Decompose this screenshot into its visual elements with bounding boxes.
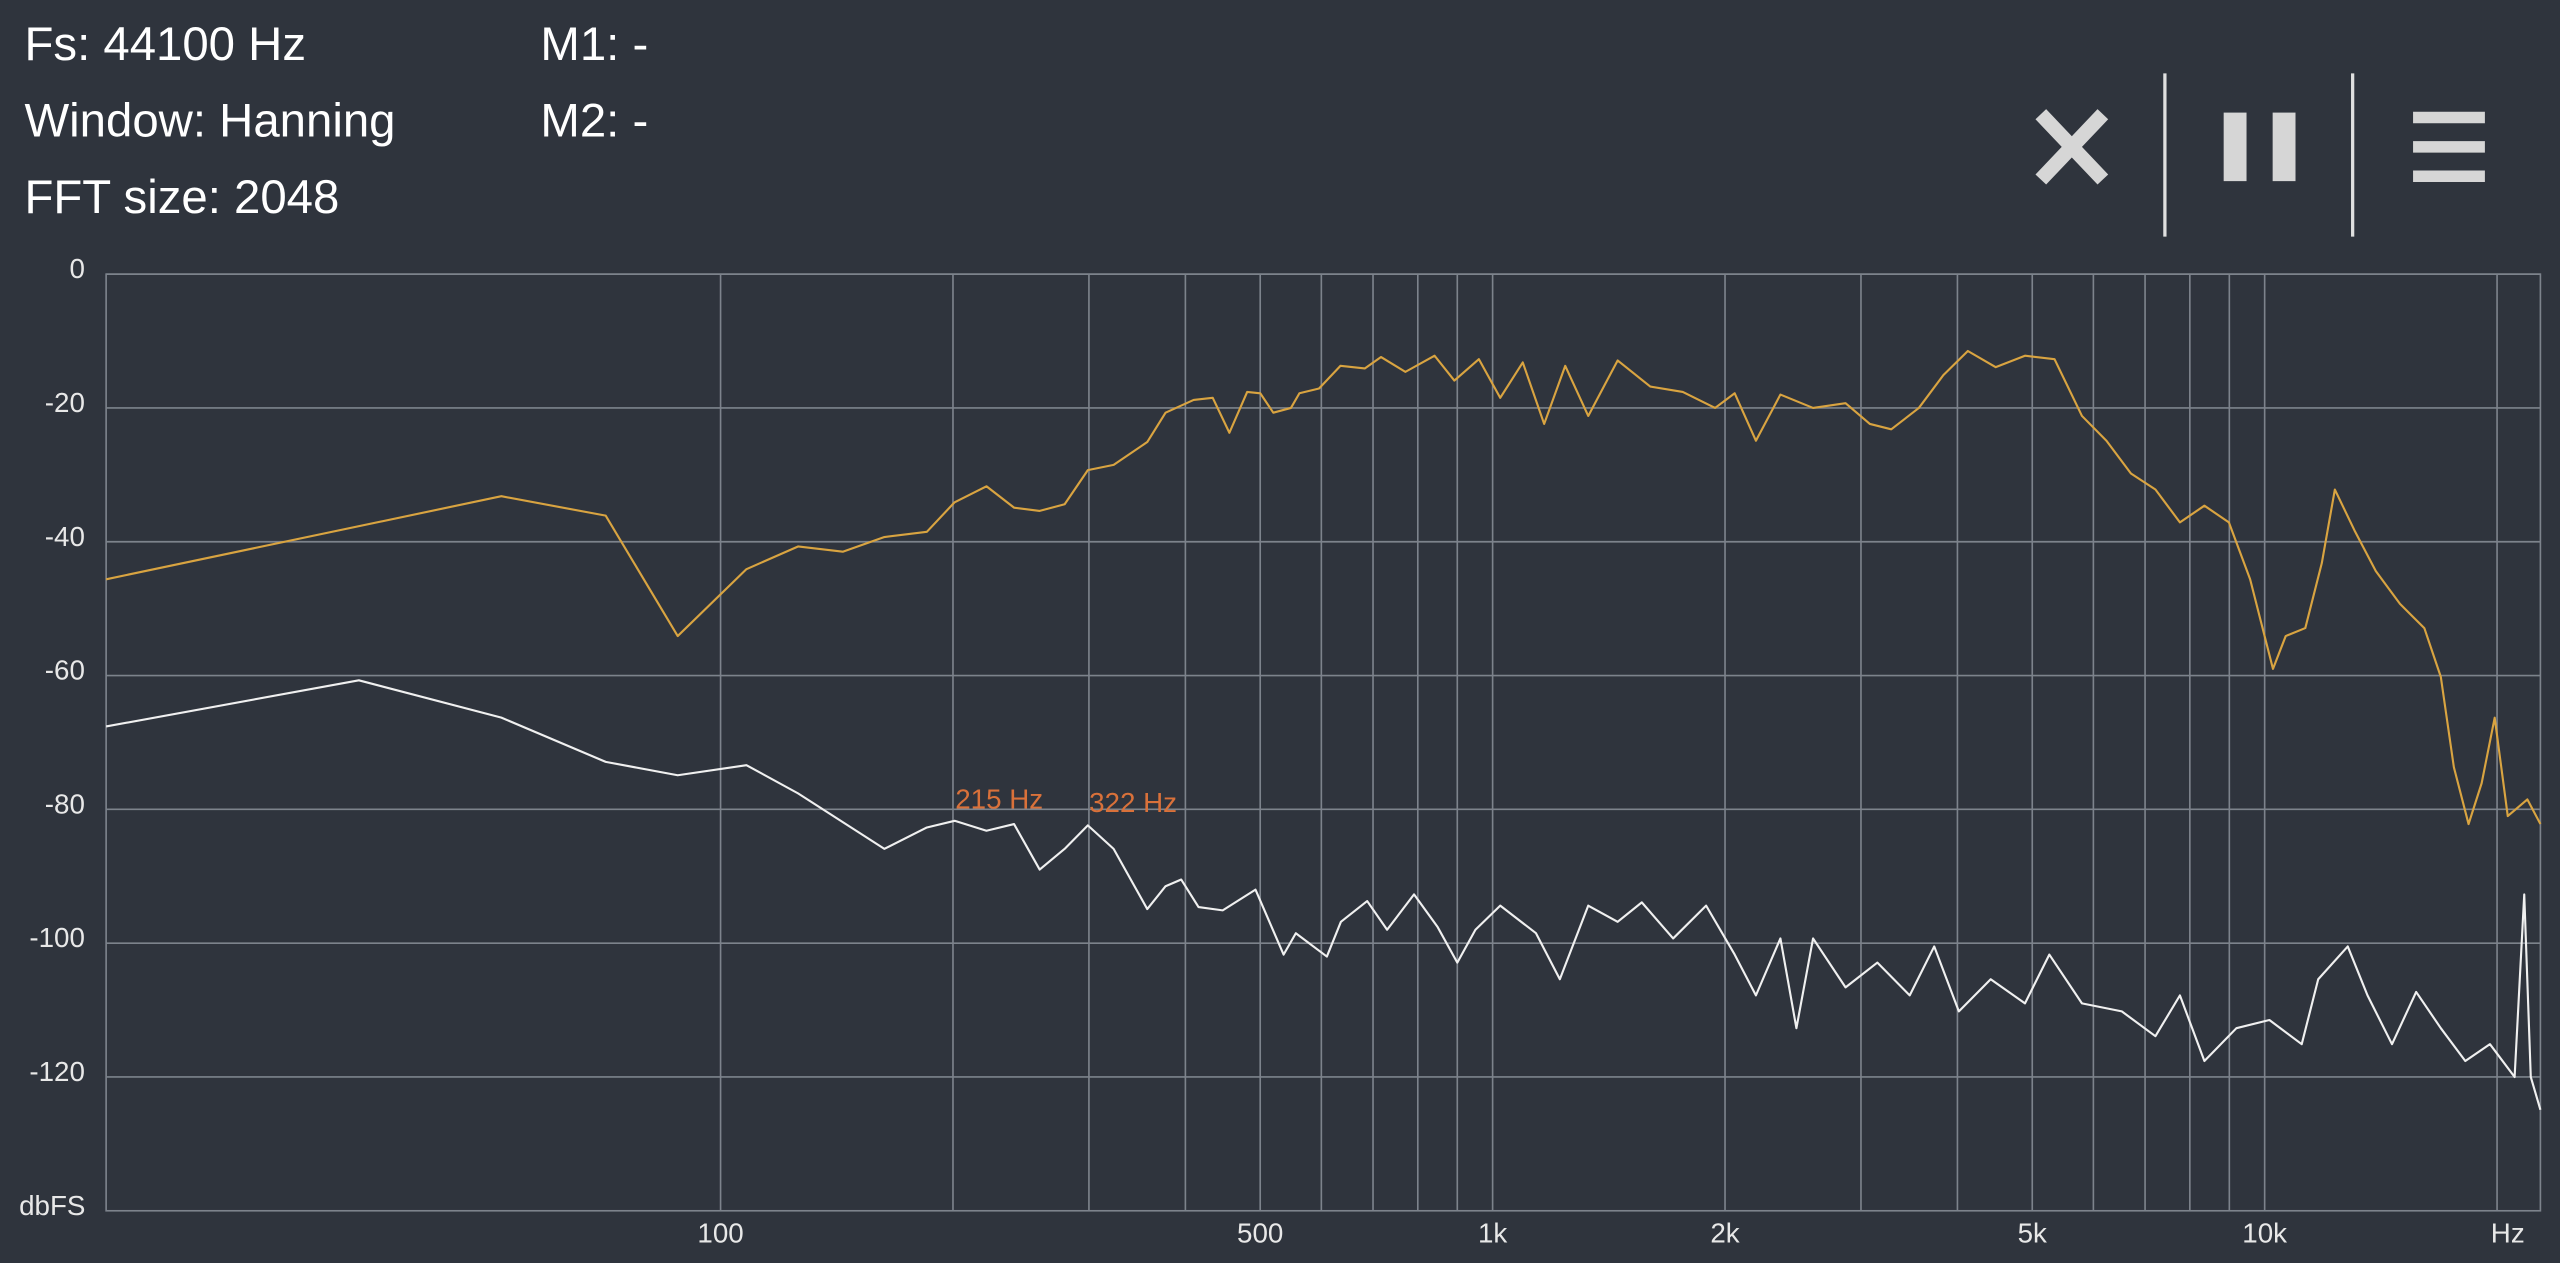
pause-bar[interactable] — [2272, 112, 2296, 182]
window-type: Window: Hanning — [24, 95, 395, 148]
y-tick-label: -60 — [45, 655, 85, 686]
menu-button[interactable] — [2384, 82, 2515, 213]
marker-2: M2: - — [540, 95, 648, 148]
x-tick-label: 500 — [1237, 1218, 1283, 1249]
x-tick-label: 1k — [1478, 1218, 1507, 1249]
x-tick-label: 10k — [2242, 1218, 2287, 1249]
pause-bar[interactable] — [2223, 112, 2247, 182]
spectrum-line — [105, 679, 2542, 1111]
sample-rate: Fs: 44100 Hz — [24, 18, 306, 71]
menu-icon[interactable] — [2413, 111, 2485, 182]
y-tick-label: -100 — [29, 922, 85, 953]
peak-label: 322 Hz — [1089, 787, 1177, 818]
spectrum-line — [105, 349, 2542, 826]
x-tick-label: 100 — [697, 1218, 743, 1249]
x-axis-label: Hz — [2491, 1218, 2525, 1249]
y-tick-label: -120 — [29, 1056, 85, 1087]
pause-button[interactable] — [2196, 82, 2327, 213]
fft-size: FFT size: 2048 — [24, 171, 339, 224]
x-tick-label: 5k — [2018, 1218, 2047, 1249]
y-axis-label: dbFS — [19, 1190, 85, 1221]
y-tick-label: 0 — [69, 253, 84, 284]
y-tick-label: -40 — [45, 521, 85, 552]
peak-label: 215 Hz — [955, 784, 1043, 815]
y-tick-label: -80 — [45, 788, 85, 819]
marker-1: M1: - — [540, 18, 648, 71]
y-tick-label: -20 — [45, 387, 85, 418]
close-icon[interactable] — [2035, 109, 2109, 185]
pause-hit[interactable] — [2196, 82, 2327, 213]
close-button[interactable] — [2008, 82, 2139, 213]
x-tick-label: 2k — [1710, 1218, 1739, 1249]
